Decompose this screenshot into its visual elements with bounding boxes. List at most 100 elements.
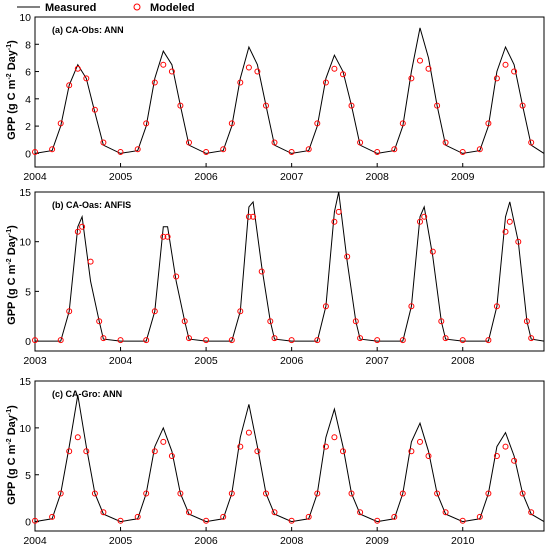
ylabel-sup2: -1 xyxy=(6,44,13,50)
modeled-point xyxy=(305,146,312,153)
panel-label: (a) CA-Obs: ANN xyxy=(52,25,124,35)
x-tick-label: 2010 xyxy=(451,535,475,547)
legend-modeled-label: Modeled xyxy=(150,2,195,14)
modeled-point xyxy=(391,146,398,153)
modeled-point xyxy=(74,434,81,441)
x-tick-label: 2008 xyxy=(451,355,475,367)
y-tick-label: 0 xyxy=(25,148,31,160)
x-tick-label: 2004 xyxy=(109,355,133,367)
modeled-point xyxy=(438,318,445,325)
modeled-point xyxy=(408,75,415,82)
modeled-point xyxy=(254,68,261,75)
modeled-point xyxy=(267,318,274,325)
y-tick-label: 6 xyxy=(25,67,31,79)
modeled-point xyxy=(91,106,98,113)
ylabel-main: GPP (g C m xyxy=(6,264,18,325)
modeled-point xyxy=(181,318,188,325)
modeled-point xyxy=(237,79,244,86)
y-tick-label: 2 xyxy=(25,121,31,133)
modeled-point xyxy=(134,513,141,520)
panel-a: 0 2 4 6 8 10 2004 2005 2006 2007 2008 2009 (a) CA-Ob… xyxy=(19,12,545,183)
modeled-point xyxy=(434,490,441,497)
modeled-point xyxy=(117,517,124,524)
modeled-point xyxy=(331,434,338,441)
ylabel-sup1: -2 xyxy=(6,73,13,79)
modeled-point xyxy=(421,213,428,220)
measured-series-line xyxy=(34,395,545,523)
modeled-point xyxy=(485,120,492,127)
y-tick-label: 5 xyxy=(25,286,31,298)
modeled-point xyxy=(32,337,38,344)
modeled-point xyxy=(374,337,381,344)
modeled-point xyxy=(186,139,192,146)
x-tick-label: 2006 xyxy=(194,171,218,183)
modeled-point xyxy=(408,448,415,455)
modeled-point xyxy=(348,102,355,109)
modeled-point xyxy=(74,228,81,235)
y-axis-label-a: GPP (g C m-2 Day-1) xyxy=(6,40,18,140)
modeled-point xyxy=(143,490,150,497)
modeled-point xyxy=(344,253,351,260)
modeled-point xyxy=(117,149,124,155)
measured-series-line xyxy=(34,27,545,154)
modeled-point xyxy=(322,79,329,86)
x-tick-label: 2003 xyxy=(23,355,47,367)
modeled-point xyxy=(399,337,406,344)
modeled-point xyxy=(288,517,295,524)
x-tick-label: 2008 xyxy=(366,171,390,183)
modeled-point xyxy=(87,258,94,265)
modeled-point xyxy=(220,513,227,520)
modeled-point xyxy=(314,337,321,344)
ylabel-main: GPP (g C m xyxy=(6,444,18,505)
modeled-point xyxy=(228,337,235,344)
modeled-point xyxy=(519,102,526,109)
legend-measured-label: Measured xyxy=(45,2,96,14)
modeled-point xyxy=(340,71,346,78)
x-tick-label: 2005 xyxy=(109,171,133,183)
modeled-point xyxy=(528,509,535,516)
modeled-point xyxy=(186,509,192,516)
legend: Measured Modeled xyxy=(17,2,195,14)
modeled-point xyxy=(434,102,441,109)
ylabel-end: ) xyxy=(6,225,18,229)
x-tick-label: 2007 xyxy=(280,171,304,183)
modeled-point xyxy=(288,337,295,344)
x-tick-label: 2004 xyxy=(23,171,47,183)
modeled-point xyxy=(91,490,98,497)
modeled-point xyxy=(442,509,449,516)
x-tick-label: 2008 xyxy=(280,535,304,547)
modeled-point xyxy=(258,268,265,275)
ylabel-end: ) xyxy=(6,40,18,44)
modeled-point xyxy=(335,208,342,215)
ylabel-mid: Day xyxy=(6,49,18,73)
modeled-point xyxy=(49,513,56,520)
y-tick-label: 0 xyxy=(25,336,31,348)
modeled-point xyxy=(502,228,509,235)
modeled-point xyxy=(134,146,141,153)
modeled-point xyxy=(493,75,500,82)
modeled-point xyxy=(173,273,180,280)
modeled-point xyxy=(528,139,535,146)
modeled-point xyxy=(357,139,364,146)
legend-modeled-marker xyxy=(133,3,141,11)
modeled-point xyxy=(288,149,295,155)
modeled-point xyxy=(203,517,210,524)
modeled-point xyxy=(417,438,423,445)
modeled-point xyxy=(485,337,492,344)
modeled-point xyxy=(168,453,175,459)
modeled-point xyxy=(459,517,466,524)
modeled-point xyxy=(352,318,359,325)
x-tick-label: 2005 xyxy=(194,355,218,367)
y-tick-label: 8 xyxy=(25,39,31,51)
modeled-point xyxy=(245,64,252,71)
modeled-point xyxy=(100,509,107,516)
modeled-point xyxy=(271,509,278,516)
modeled-point xyxy=(493,303,500,310)
modeled-point xyxy=(511,457,518,464)
modeled-point xyxy=(476,513,483,520)
x-tick-label: 2009 xyxy=(366,535,390,547)
ylabel-sup1: -2 xyxy=(6,258,13,264)
modeled-point xyxy=(314,120,321,127)
modeled-point xyxy=(459,149,466,155)
modeled-point xyxy=(160,438,167,445)
